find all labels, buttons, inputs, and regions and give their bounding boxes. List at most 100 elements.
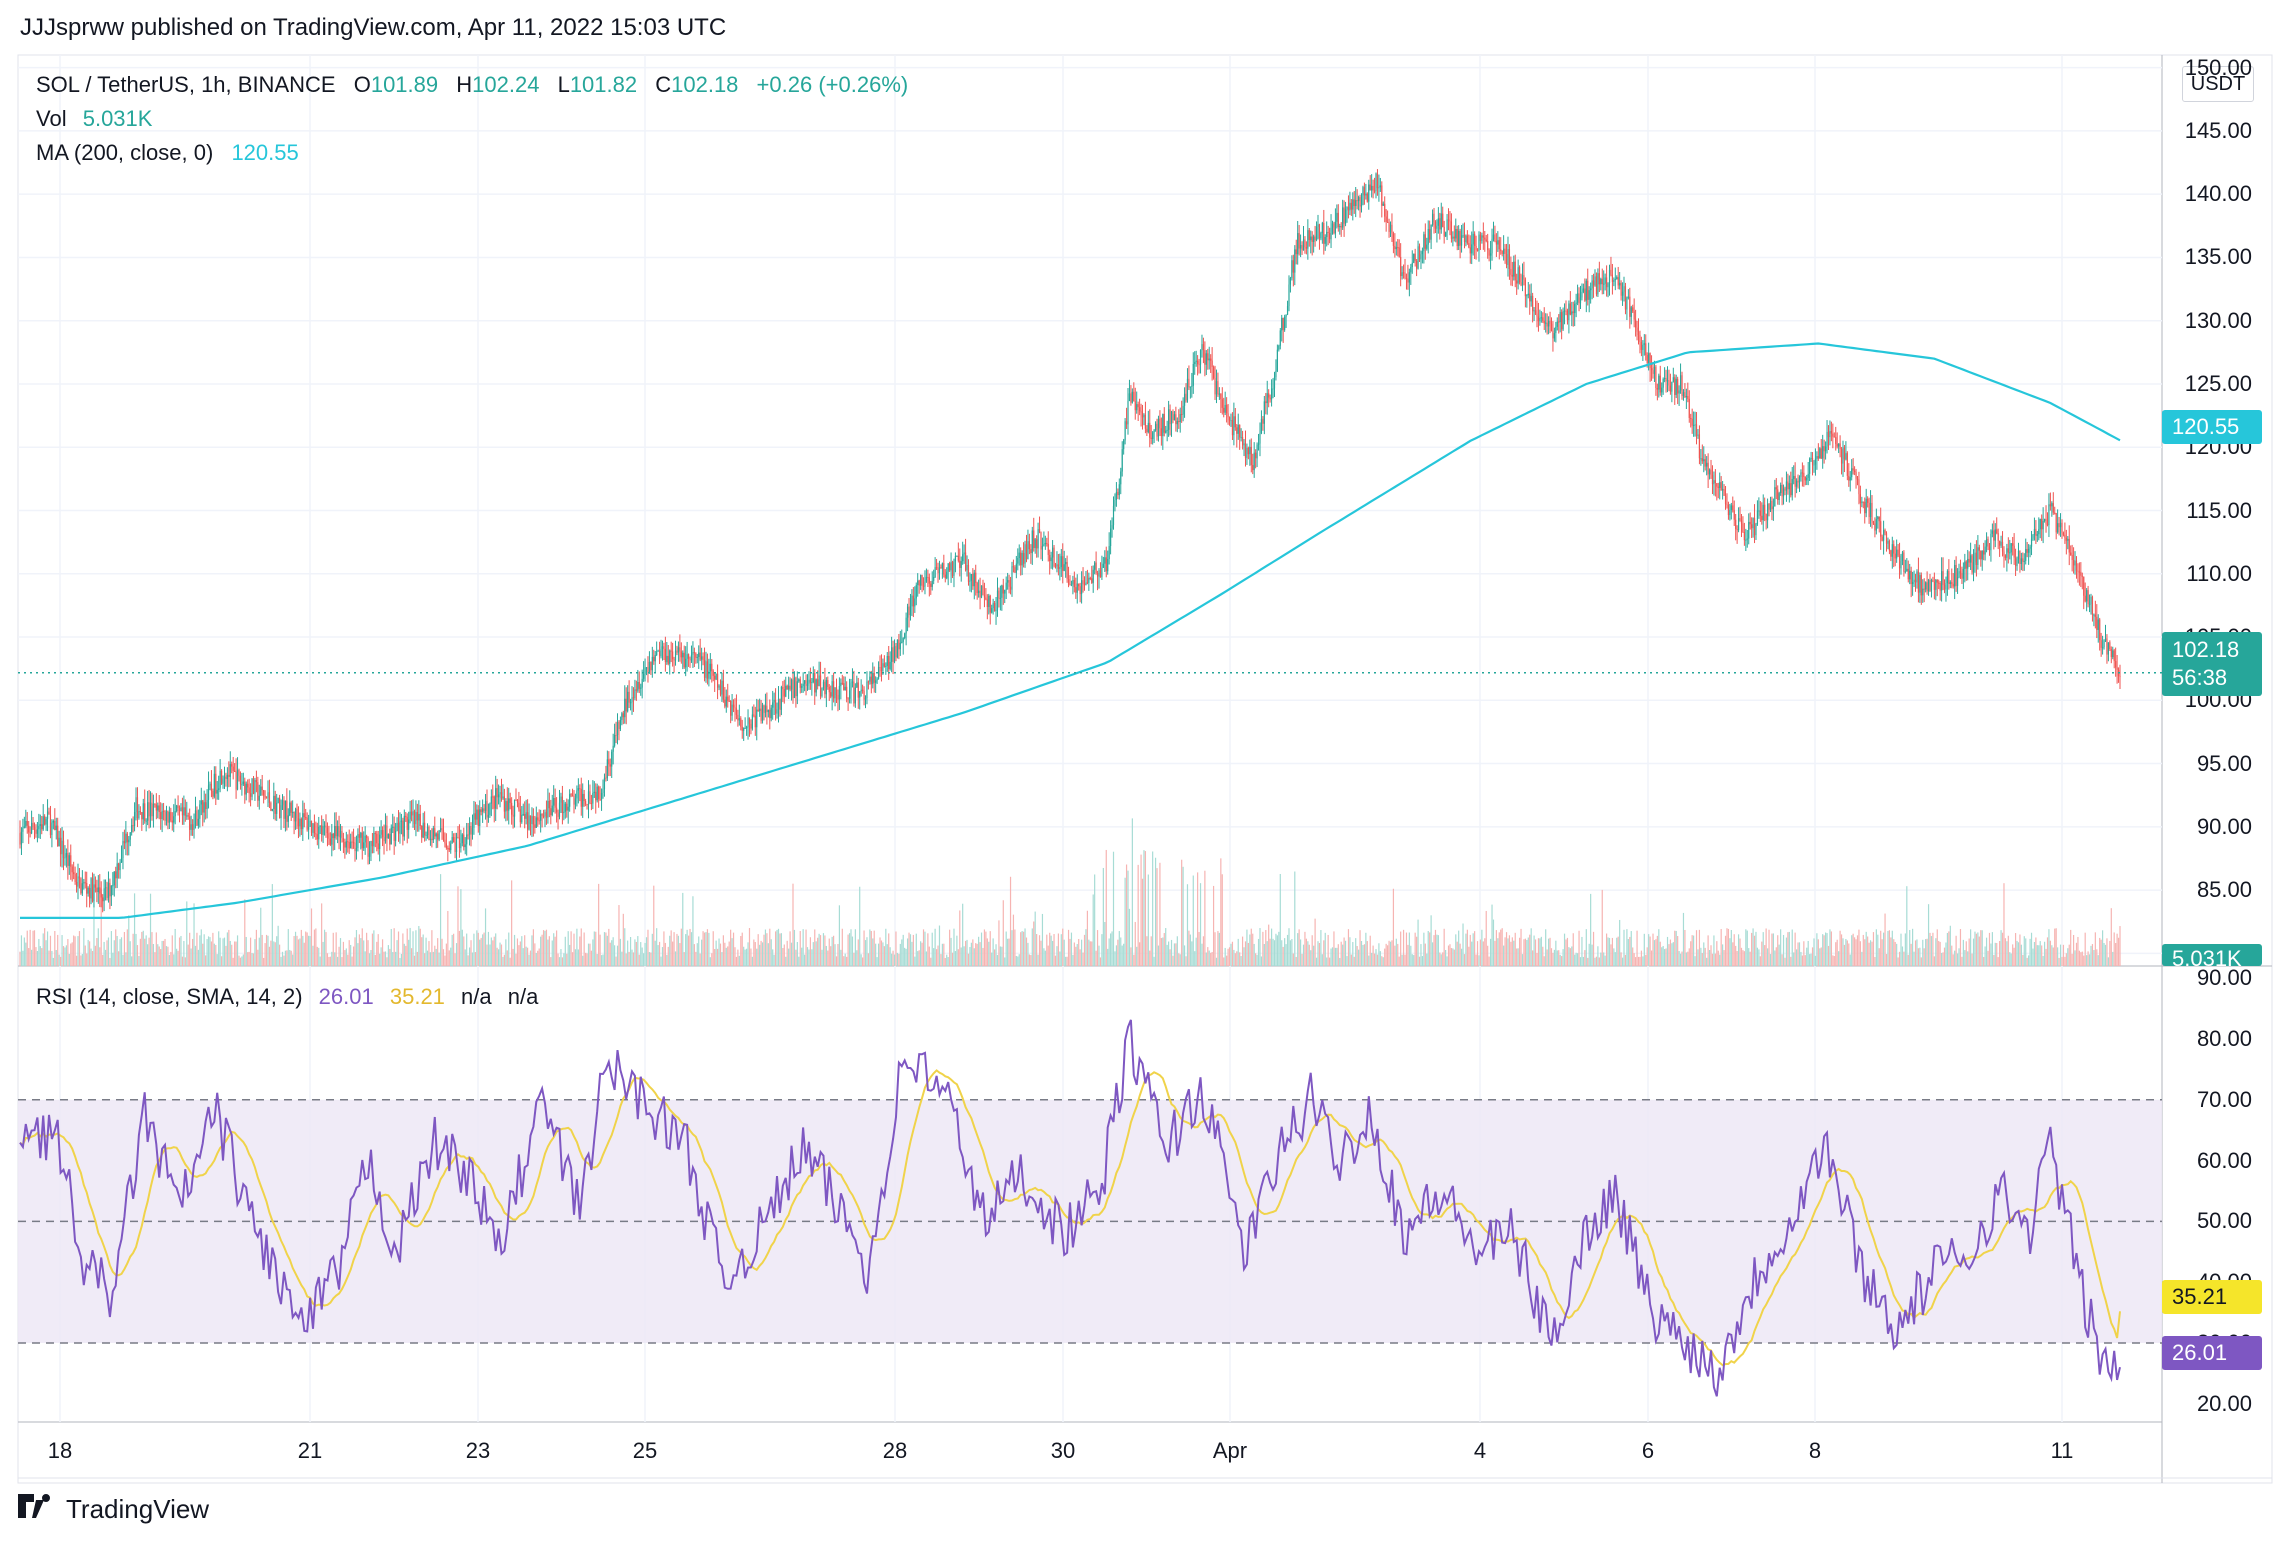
currency-button[interactable]: USDT (2182, 66, 2254, 102)
candle-body (995, 609, 997, 612)
volume-bar (1202, 936, 1205, 966)
volume-bar (361, 928, 363, 966)
volume-bar (629, 936, 632, 966)
candle-body (1756, 510, 1759, 524)
candle-body (1437, 218, 1439, 226)
volume-bar (1664, 949, 1666, 966)
volume-bar (1923, 948, 1925, 966)
candle-body (1194, 362, 1196, 364)
volume-bar (1620, 952, 1622, 966)
candle-body (827, 680, 829, 687)
candle-body (1373, 190, 1376, 192)
volume-bar (1384, 948, 1386, 966)
candle-body (1494, 234, 1496, 242)
rsi-label[interactable]: RSI (14, close, SMA, 14, 2) (36, 984, 303, 1009)
volume-bar (1872, 932, 1875, 966)
candle-body (1578, 293, 1580, 304)
candle-body (332, 833, 334, 839)
volume-bar (1468, 946, 1470, 966)
candle-body (1816, 456, 1818, 459)
volume-bar (236, 935, 239, 966)
candle-body (1353, 199, 1355, 207)
candle-body (410, 811, 413, 816)
candle-body (2010, 543, 2012, 553)
candle-body (1075, 587, 1077, 593)
candle-body (830, 692, 832, 697)
volume-bar (1540, 936, 1542, 966)
volume-bar (656, 928, 658, 966)
volume-bar (213, 943, 215, 966)
candle-body (719, 685, 722, 695)
vol-label[interactable]: Vol (36, 106, 67, 131)
candle-body (964, 552, 967, 571)
volume-bar (676, 933, 678, 966)
volume-bar (1041, 913, 1044, 966)
candle-body (1060, 556, 1062, 568)
candle-body (222, 778, 224, 784)
candle-body (764, 705, 767, 713)
volume-bar (712, 931, 714, 966)
tradingview-logo[interactable]: TradingView (18, 1494, 209, 1525)
volume-bar (978, 936, 980, 966)
volume-bar (155, 932, 157, 966)
candle-body (1852, 468, 1854, 471)
candle-body (1748, 521, 1750, 539)
candle-body (1369, 184, 1371, 191)
volume-bar (1347, 929, 1350, 966)
candle-body (1285, 314, 1287, 317)
volume-bar (1007, 938, 1009, 966)
volume-bar (1896, 943, 1898, 966)
volume-bar (1397, 943, 1399, 966)
volume-bar (1168, 941, 1170, 966)
volume-bar (2061, 956, 2063, 966)
candle-body (2116, 667, 2118, 670)
volume-bar (1888, 930, 1891, 966)
volume-bar (1398, 956, 1400, 966)
candle-body (1985, 538, 1988, 547)
candle-body (1556, 321, 1558, 327)
volume-bar (199, 935, 201, 966)
candle-body (1387, 221, 1389, 223)
candle-body (106, 887, 108, 898)
candle-body (1347, 207, 1350, 211)
candle-body (1713, 480, 1715, 485)
volume-bar (1410, 945, 1412, 966)
candle-body (450, 843, 452, 851)
candle-body (432, 828, 434, 841)
volume-bar (1173, 943, 1176, 966)
volume-bar (205, 955, 207, 966)
volume-bar (870, 930, 872, 966)
candle-body (1523, 275, 1525, 280)
candle-body (245, 783, 247, 795)
volume-bar (1355, 938, 1357, 966)
candle-body (1234, 416, 1236, 428)
volume-bar (1981, 930, 1983, 966)
volume-bar (242, 954, 244, 966)
candle-body (992, 602, 994, 609)
candle-body (801, 686, 803, 688)
volume-bar (424, 953, 426, 966)
volume-bar (976, 943, 978, 966)
volume-bar (83, 928, 85, 966)
candle-body (2068, 538, 2070, 553)
candle-body (915, 584, 917, 599)
volume-bar (125, 952, 127, 966)
candle-body (1508, 249, 1511, 269)
volume-bar (123, 932, 126, 966)
candle-body (1687, 395, 1689, 399)
candle-body (875, 680, 877, 683)
candle-body (1708, 469, 1711, 475)
rsi-sma-tag: 35.21 (2162, 1280, 2262, 1314)
volume-bar (682, 892, 684, 966)
volume-bar (1508, 935, 1511, 966)
volume-bar (1736, 950, 1738, 966)
candle-body (988, 595, 990, 607)
volume-tag: 5.031K (2162, 944, 2262, 966)
volume-bar (1401, 954, 1403, 966)
volume-bar (1110, 933, 1112, 966)
ma-label[interactable]: MA (200, close, 0) (36, 140, 214, 165)
legend-symbol[interactable]: SOL / TetherUS, 1h, BINANCE (36, 72, 336, 97)
volume-bar (2067, 948, 2069, 966)
volume-bar (1765, 928, 1767, 966)
